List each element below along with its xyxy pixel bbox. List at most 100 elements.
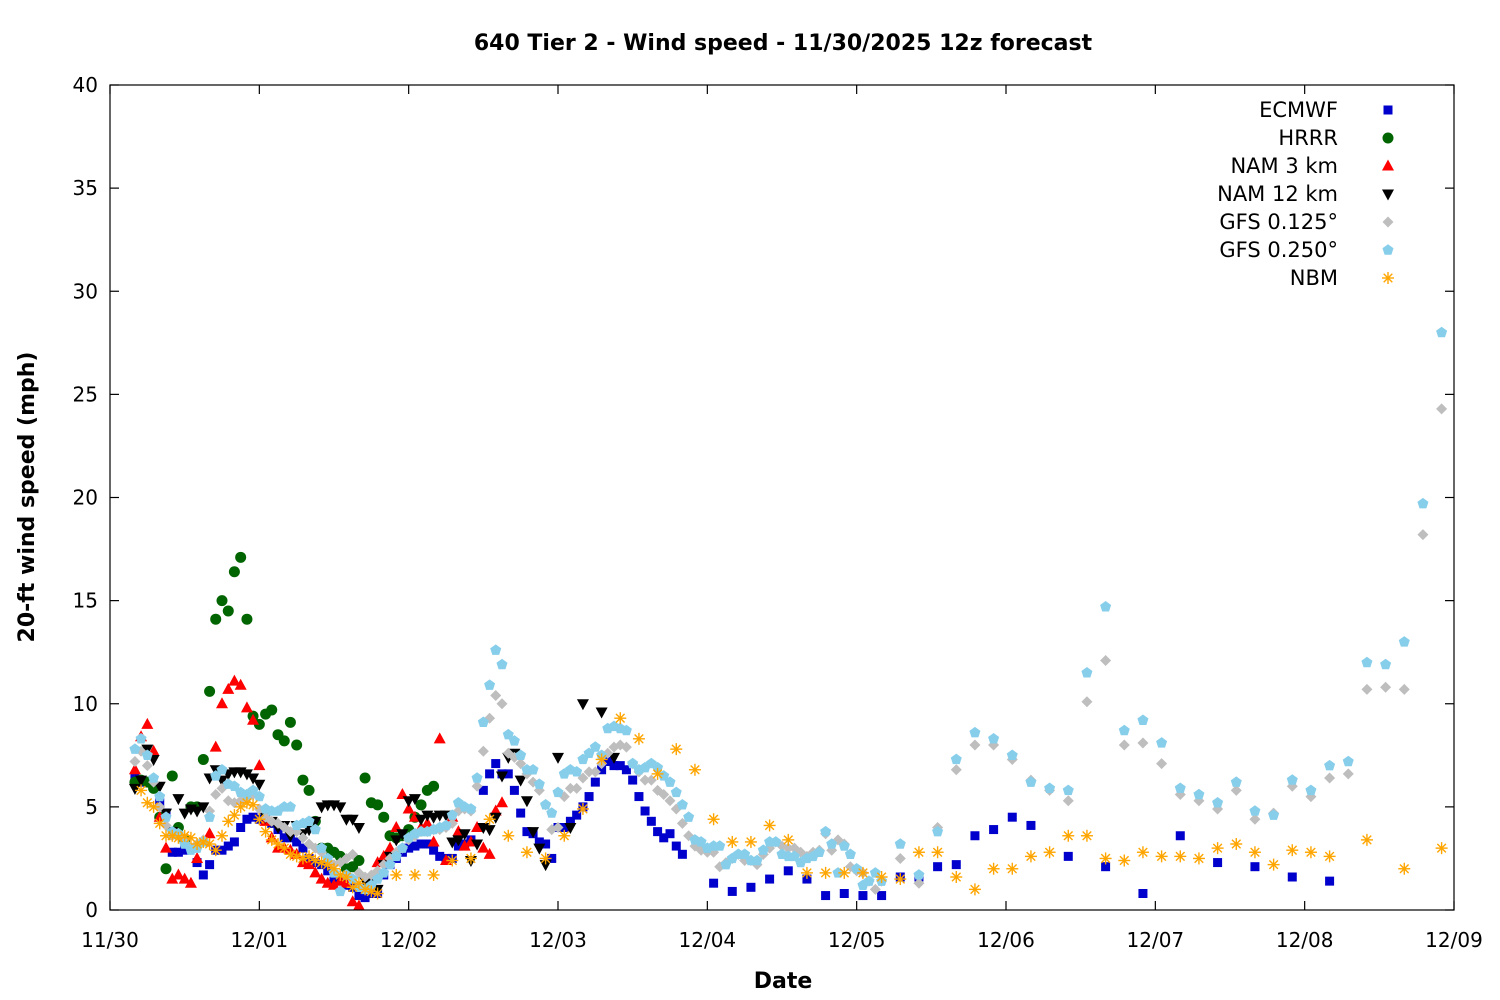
data-point bbox=[1211, 842, 1224, 855]
data-point bbox=[378, 867, 390, 878]
data-point bbox=[520, 796, 533, 808]
data-point bbox=[951, 860, 961, 870]
data-point bbox=[709, 878, 719, 888]
data-point bbox=[572, 810, 582, 820]
data-point bbox=[178, 808, 191, 820]
data-point bbox=[228, 809, 241, 822]
data-point bbox=[1435, 842, 1448, 855]
data-point bbox=[354, 891, 364, 901]
data-point bbox=[783, 866, 793, 876]
data-point bbox=[371, 887, 384, 900]
data-point bbox=[727, 886, 737, 896]
data-point bbox=[534, 837, 544, 847]
data-point bbox=[515, 749, 527, 760]
data-point bbox=[184, 876, 197, 888]
data-point bbox=[590, 777, 600, 787]
data-point bbox=[1212, 796, 1224, 808]
data-point bbox=[471, 839, 484, 851]
data-point bbox=[204, 811, 216, 822]
data-point bbox=[620, 741, 632, 753]
data-point bbox=[564, 782, 576, 794]
y-tick-label: 10 bbox=[73, 692, 98, 716]
data-point bbox=[284, 716, 296, 728]
chart-title: 640 Tier 2 - Wind speed - 11/30/2025 12z… bbox=[474, 31, 1093, 56]
data-point bbox=[259, 825, 272, 838]
data-point bbox=[664, 795, 676, 807]
data-point bbox=[520, 846, 533, 859]
data-point bbox=[621, 765, 631, 775]
data-point bbox=[1136, 846, 1149, 859]
data-point bbox=[988, 733, 1000, 744]
data-point bbox=[614, 712, 627, 725]
data-point bbox=[652, 761, 664, 773]
data-point bbox=[1286, 774, 1298, 785]
data-point bbox=[490, 690, 502, 701]
data-point bbox=[191, 851, 204, 863]
data-point bbox=[135, 733, 147, 744]
data-point bbox=[390, 868, 403, 881]
data-point bbox=[372, 799, 384, 811]
data-point bbox=[1044, 782, 1056, 793]
data-point bbox=[770, 836, 782, 847]
data-point bbox=[546, 807, 558, 818]
data-point bbox=[278, 735, 290, 747]
data-point bbox=[266, 704, 278, 716]
y-tick-label: 20 bbox=[73, 486, 98, 510]
data-point bbox=[396, 842, 408, 853]
data-point bbox=[253, 779, 266, 791]
y-tick-label: 30 bbox=[73, 279, 98, 303]
data-point bbox=[1118, 724, 1130, 736]
data-point bbox=[234, 800, 247, 813]
legend-marker bbox=[1383, 105, 1393, 115]
data-point bbox=[315, 872, 328, 884]
data-point bbox=[1230, 776, 1242, 787]
data-point bbox=[540, 799, 552, 810]
data-point bbox=[297, 832, 309, 844]
data-point bbox=[1398, 862, 1411, 875]
x-tick-label: 12/08 bbox=[1276, 928, 1334, 952]
data-point bbox=[408, 794, 421, 806]
legend-marker bbox=[1382, 159, 1394, 171]
data-point bbox=[800, 866, 813, 879]
data-point bbox=[248, 812, 258, 822]
x-tick-label: 12/03 bbox=[529, 928, 587, 952]
data-point bbox=[490, 644, 502, 655]
data-point bbox=[670, 743, 683, 756]
data-point bbox=[541, 839, 551, 849]
data-point bbox=[435, 851, 445, 861]
data-point bbox=[222, 682, 235, 694]
data-point bbox=[634, 792, 644, 802]
data-point bbox=[931, 846, 944, 859]
data-point bbox=[346, 881, 359, 894]
data-point bbox=[465, 803, 477, 814]
data-point bbox=[1193, 788, 1205, 800]
data-point bbox=[628, 775, 638, 785]
data-point bbox=[869, 883, 881, 895]
data-point bbox=[688, 763, 701, 776]
data-point bbox=[240, 769, 253, 781]
data-point bbox=[839, 889, 849, 898]
data-point bbox=[502, 829, 515, 842]
legend-label: ECMWF bbox=[1259, 98, 1338, 122]
data-point bbox=[1062, 829, 1075, 842]
data-point bbox=[352, 899, 365, 911]
legend-label: NAM 12 km bbox=[1217, 182, 1338, 206]
data-point bbox=[205, 860, 215, 870]
data-point bbox=[658, 789, 670, 800]
data-point bbox=[247, 784, 259, 796]
data-point bbox=[303, 815, 315, 826]
data-point bbox=[1213, 858, 1223, 868]
data-point bbox=[1380, 658, 1392, 670]
data-point bbox=[1138, 889, 1148, 898]
legend-marker bbox=[1382, 132, 1394, 144]
data-point bbox=[178, 872, 191, 884]
data-point bbox=[477, 841, 490, 853]
data-point bbox=[552, 752, 564, 764]
data-point bbox=[639, 774, 651, 786]
data-point bbox=[597, 765, 607, 775]
data-point bbox=[427, 868, 440, 881]
data-point bbox=[298, 843, 308, 853]
data-point bbox=[509, 785, 519, 795]
data-point bbox=[210, 789, 222, 800]
data-point bbox=[378, 811, 390, 823]
